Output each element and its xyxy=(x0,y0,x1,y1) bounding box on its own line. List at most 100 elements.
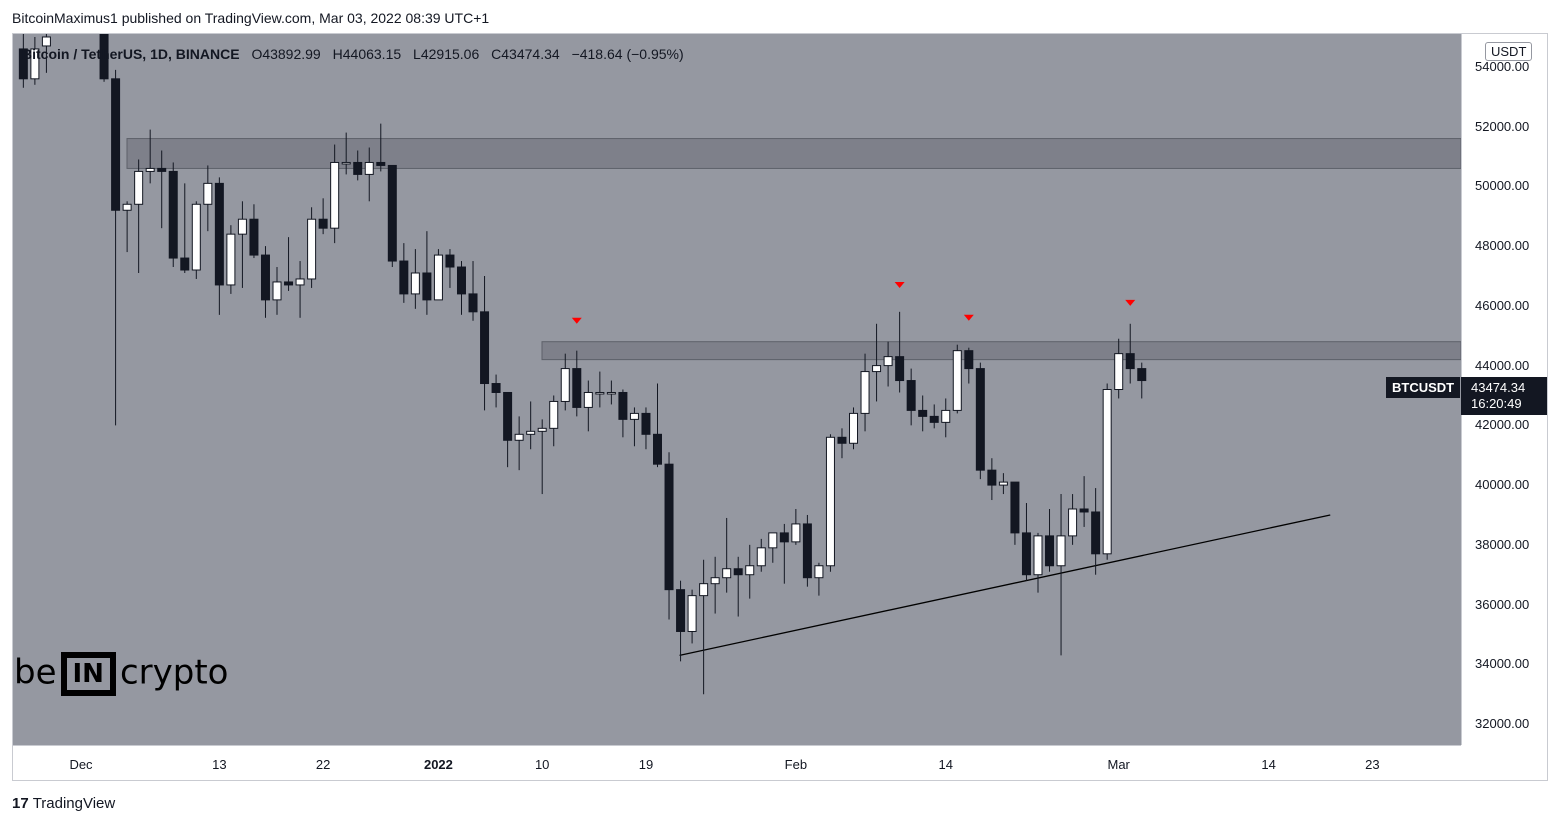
candle-bearish xyxy=(1137,368,1147,382)
candle-bullish xyxy=(191,203,201,271)
candle-bearish xyxy=(895,356,905,382)
candle-bullish xyxy=(410,272,420,295)
tradingview-logo-icon: 17 xyxy=(12,795,29,812)
candle-bearish xyxy=(111,78,121,211)
candle-bullish xyxy=(1033,535,1043,576)
candle-bullish xyxy=(433,254,443,301)
candle-bullish xyxy=(756,547,766,567)
candle-bullish xyxy=(1056,535,1066,567)
price-tick-label: 32000.00 xyxy=(1475,716,1530,732)
time-tick-label: Feb xyxy=(784,757,808,772)
logo-text-right: crypto xyxy=(119,652,229,693)
symbol-label[interactable]: Bitcoin / TetherUS, 1D, BINANCE xyxy=(22,46,240,62)
high-label: H xyxy=(332,46,343,62)
price-tick-label: 54000.00 xyxy=(1475,58,1530,74)
candle-bearish xyxy=(975,368,985,471)
candle-bullish xyxy=(791,523,801,543)
candle-bullish xyxy=(699,583,709,597)
candle-bullish xyxy=(710,577,720,585)
candle-bearish xyxy=(353,161,363,175)
top-marker-triangle xyxy=(894,281,905,288)
logo-text-mid: IN xyxy=(60,652,116,696)
time-tick-label: 23 xyxy=(1365,757,1380,772)
currency-unit-button[interactable]: USDT xyxy=(1485,42,1533,61)
candle-bearish xyxy=(653,433,662,465)
candle-bearish xyxy=(802,523,812,579)
time-tick-label: 14 xyxy=(1261,757,1276,772)
close-value: 43474.34 xyxy=(501,46,560,62)
beincrypto-logo: be IN crypto xyxy=(14,652,228,696)
candle-bearish xyxy=(157,167,167,172)
candle-bearish xyxy=(618,391,628,420)
last-price-value: 43474.34 xyxy=(1471,380,1526,395)
resistance-zone xyxy=(541,341,1461,361)
logo-text-left: be xyxy=(14,652,57,693)
candle-bearish xyxy=(676,589,686,632)
candle-bullish xyxy=(814,565,824,579)
candle-bearish xyxy=(422,272,432,301)
candle-bullish xyxy=(872,365,882,373)
resistance-zone xyxy=(126,138,1461,169)
candle-bullish xyxy=(560,368,570,402)
candle-bullish xyxy=(30,48,40,80)
candle-bearish xyxy=(249,218,259,256)
candle-bullish xyxy=(134,170,144,205)
top-marker-triangle xyxy=(963,314,974,321)
change-value: −418.64 (−0.95%) xyxy=(571,46,684,62)
candle-bearish xyxy=(18,48,28,80)
candle-bullish xyxy=(998,481,1008,486)
candle-bearish xyxy=(733,568,743,576)
candle-bearish xyxy=(480,311,490,385)
candle-bearish xyxy=(929,415,939,423)
candle-bearish xyxy=(964,350,974,370)
candle-bullish xyxy=(41,36,51,47)
candle-bearish xyxy=(168,170,178,259)
candle-bearish xyxy=(387,164,397,262)
candle-bearish xyxy=(318,218,328,229)
candle-bearish xyxy=(1045,535,1055,567)
candle-bullish xyxy=(526,430,536,435)
candle-bullish xyxy=(341,161,351,165)
candle-bearish xyxy=(1079,508,1089,513)
candle-bullish xyxy=(1114,353,1124,391)
time-tick-label: 10 xyxy=(534,757,550,772)
candle-bearish xyxy=(214,182,224,286)
time-tick-label: Mar xyxy=(1107,757,1130,772)
price-tick-label: 34000.00 xyxy=(1475,656,1530,672)
tradingview-footer[interactable]: 17 TradingView xyxy=(12,795,115,812)
high-value: 44063.15 xyxy=(342,46,402,62)
bar-countdown: 16:20:49 xyxy=(1471,396,1522,411)
open-label: O xyxy=(251,46,263,62)
candle-bullish xyxy=(307,218,317,280)
time-axis[interactable] xyxy=(13,745,1461,780)
candle-bearish xyxy=(664,463,674,591)
candle-bearish xyxy=(572,368,582,408)
candle-bearish xyxy=(918,409,928,417)
candle-bullish xyxy=(1102,389,1112,555)
price-tick-label: 44000.00 xyxy=(1475,357,1530,373)
candle-bullish xyxy=(1068,508,1078,537)
candle-bullish xyxy=(145,167,155,172)
time-tick-label: Dec xyxy=(69,757,93,772)
candle-bearish xyxy=(1091,511,1101,555)
candle-bearish xyxy=(779,532,789,543)
price-tick-label: 42000.00 xyxy=(1475,417,1530,433)
candle-bearish xyxy=(399,260,409,295)
candle-bearish xyxy=(260,254,270,301)
ticker-tag: BTCUSDT xyxy=(1386,377,1461,398)
price-tick-label: 40000.00 xyxy=(1475,477,1530,493)
candle-bullish xyxy=(295,278,305,286)
candle-bearish xyxy=(503,391,513,441)
candle-bullish xyxy=(595,391,605,395)
price-tick-label: 50000.00 xyxy=(1475,178,1530,194)
candle-bearish xyxy=(987,469,997,486)
candle-bullish xyxy=(952,350,962,411)
candle-bullish xyxy=(330,161,340,229)
candle-bullish xyxy=(629,412,639,420)
candle-bullish xyxy=(514,433,524,441)
time-tick-label: 13 xyxy=(212,757,227,772)
candle-bullish xyxy=(768,532,778,549)
candle-bearish xyxy=(1010,481,1020,534)
candle-bullish xyxy=(364,161,374,175)
